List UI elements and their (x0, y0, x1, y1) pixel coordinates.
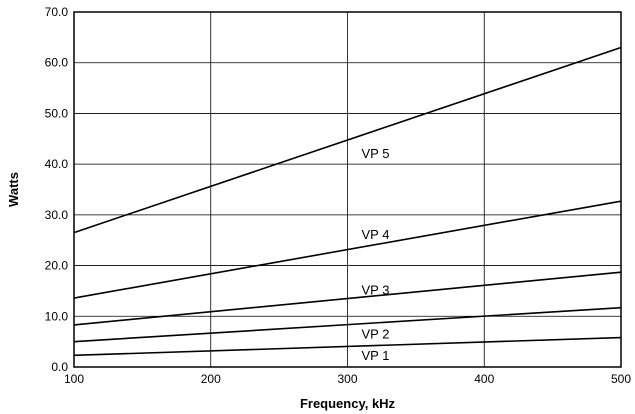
x-tick-label: 500 (611, 372, 631, 386)
y-tick-label: 20.0 (45, 259, 69, 273)
y-tick-label: 50.0 (45, 106, 69, 120)
series-line (73, 200, 622, 299)
y-axis-title: Watts (6, 172, 21, 207)
x-tick-label: 100 (64, 372, 84, 386)
y-tick-labels: 0.0 10.0 20.0 30.0 40.0 50.0 60.0 70.0 (45, 5, 69, 374)
y-tick-label: 30.0 (45, 208, 69, 222)
series-label: VP 4 (362, 227, 390, 242)
series-line (73, 46, 622, 234)
series-labels: VP 1 VP 2 VP 3 VP 4 VP 5 (362, 146, 390, 363)
y-tick-label: 0.0 (51, 360, 68, 374)
y-tick-label: 10.0 (45, 309, 69, 323)
series-label: VP 3 (362, 282, 390, 297)
series-line (73, 336, 622, 357)
series-line (73, 306, 622, 343)
x-tick-labels: 100 200 300 400 500 (64, 372, 631, 386)
y-tick-label: 60.0 (45, 56, 69, 70)
y-tick-label: 40.0 (45, 157, 69, 171)
grid-lines (73, 11, 622, 368)
x-tick-label: 400 (474, 372, 494, 386)
series-lines (73, 46, 622, 357)
series-label: VP 2 (362, 327, 390, 342)
x-tick-label: 300 (337, 372, 357, 386)
series-line (73, 271, 622, 326)
series-label: VP 5 (362, 146, 390, 161)
plot-frame (73, 11, 622, 368)
y-tick-label: 70.0 (45, 5, 69, 19)
x-axis-title: Frequency, kHz (300, 396, 396, 411)
x-tick-label: 200 (201, 372, 221, 386)
series-label: VP 1 (362, 348, 390, 363)
